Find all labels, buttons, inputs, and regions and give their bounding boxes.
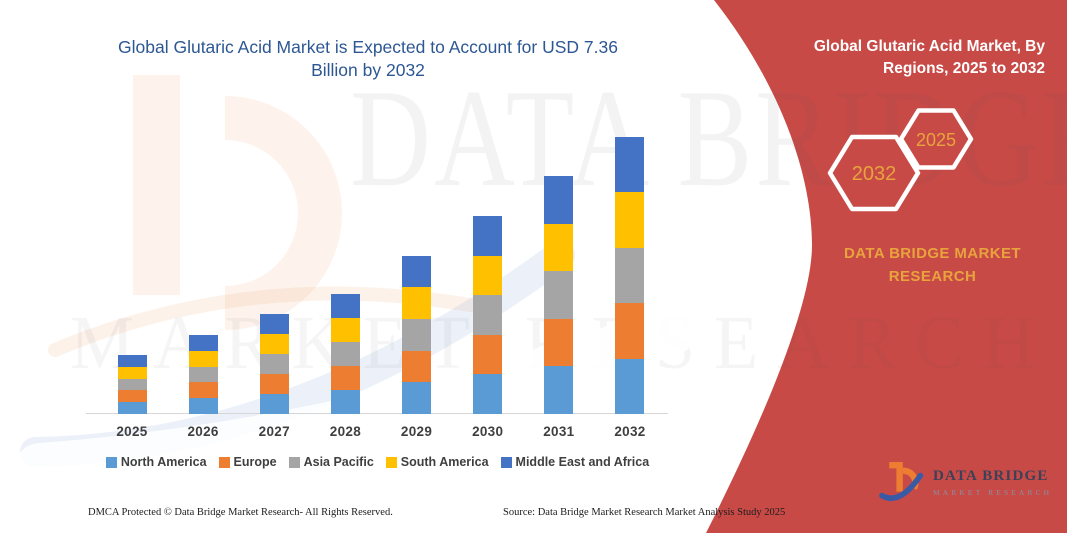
bar-segment-asia-pacific-2028 [330,341,360,366]
legend-item-north-america: North America [105,455,207,469]
legend-label-middle-east-and-africa: Middle East and Africa [515,455,650,469]
bar-segment-south-america-2027 [259,334,289,355]
hexagon-2025-label: 2025 [916,130,956,150]
x-axis-label-2026: 2026 [187,424,219,439]
legend-label-north-america: North America [120,455,207,469]
bar-segment-europe-2027 [259,374,289,395]
legend-item-europe: Europe [218,455,277,469]
x-axis-label-2025: 2025 [116,424,148,439]
legend-item-south-america: South America [385,455,489,469]
legend-label-south-america: South America [400,455,489,469]
x-axis-label-2032: 2032 [614,424,646,439]
x-axis-label-2029: 2029 [400,424,433,439]
bar-segment-north-america-2025 [117,402,147,414]
bar-segment-north-america-2028 [330,390,360,414]
bar-segment-middle-east-and-africa-2026 [188,334,218,351]
legend-marker-north-america [105,456,117,468]
footer-dmca-text: DMCA Protected © Data Bridge Market Rese… [88,507,393,518]
databridge-logo: DATA BRIDGE MARKET RESEARCH [878,458,1052,506]
bar-segment-south-america-2029 [402,287,432,319]
logo-title: DATA BRIDGE [933,467,1049,484]
legend-marker-asia-pacific [288,456,300,468]
chart-title: Global Glutaric Acid Market is Expected … [118,37,618,80]
databridge-logo-icon [879,462,924,502]
bar-segment-middle-east-and-africa-2031 [544,176,574,224]
bar-segment-europe-2029 [402,350,432,383]
bar-segment-middle-east-and-africa-2029 [402,255,432,288]
bar-segment-north-america-2032 [615,358,645,414]
x-axis-label-2028: 2028 [329,424,362,439]
bar-segment-south-america-2025 [117,366,147,379]
bar-segment-south-america-2026 [188,350,218,367]
hexagon-2032-label: 2032 [852,163,897,185]
legend-marker-europe [218,456,230,468]
x-axis-label-2030: 2030 [472,424,504,439]
bar-segment-europe-2032 [615,303,645,359]
bar-segment-south-america-2028 [330,317,360,342]
databridge-logo-text: DATA BRIDGE MARKET RESEARCH [933,468,1052,497]
bar-segment-middle-east-and-africa-2025 [117,354,147,367]
hexagon-2025-badge [898,108,974,170]
bar-segment-asia-pacific-2031 [544,271,574,319]
bar-segment-south-america-2031 [544,223,574,272]
bar-segment-south-america-2032 [615,192,645,248]
bar-segment-europe-2031 [544,318,574,367]
bar-segment-middle-east-and-africa-2030 [473,216,503,256]
x-axis-label-2031: 2031 [543,424,575,439]
legend-label-europe: Europe [233,455,277,469]
bar-segment-europe-2025 [117,390,147,403]
bar-segment-asia-pacific-2026 [188,366,218,383]
bar-segment-north-america-2027 [259,394,289,414]
chart-legend: North America Europe Asia Pacific South Ame… [85,455,670,469]
bar-segment-north-america-2031 [544,366,574,414]
bar-segment-asia-pacific-2030 [473,295,503,335]
bar-segment-north-america-2029 [402,382,432,414]
footer-source-text: Source: Data Bridge Market Research Mark… [503,507,786,518]
bar-segment-asia-pacific-2029 [402,318,432,351]
logo-subtitle: MARKET RESEARCH [933,487,1053,497]
bar-segment-europe-2030 [473,334,503,375]
bar-segment-asia-pacific-2025 [117,378,147,391]
bar-segment-middle-east-and-africa-2027 [259,314,289,335]
bar-segment-europe-2026 [188,382,218,399]
legend-marker-middle-east-and-africa [500,456,512,468]
bar-segment-asia-pacific-2027 [259,354,289,375]
bar-segment-south-america-2030 [473,255,503,296]
red-panel-path [706,0,1067,533]
legend-label-asia-pacific: Asia Pacific [303,455,374,469]
bar-segment-asia-pacific-2032 [615,247,645,304]
hexagon-badges: 2032 2025 [827,108,974,212]
bar-segment-middle-east-and-africa-2032 [615,137,645,193]
bar-segment-north-america-2026 [188,398,218,414]
panel-title: Global Glutaric Acid Market, By Regions,… [813,38,1045,77]
legend-item-middle-east-and-africa: Middle East and Africa [500,455,650,469]
x-axis-label-2027: 2027 [258,424,290,439]
legend-marker-south-america [385,456,397,468]
x-axis-line [86,413,668,414]
bar-segment-north-america-2030 [473,374,503,414]
bar-segment-middle-east-and-africa-2028 [330,293,360,318]
hexagon-2032-badge [827,134,921,212]
legend-item-asia-pacific: Asia Pacific [288,455,374,469]
bar-segment-europe-2028 [330,366,360,390]
panel-brand-text: DATA BRIDGE MARKET RESEARCH [844,245,1021,285]
